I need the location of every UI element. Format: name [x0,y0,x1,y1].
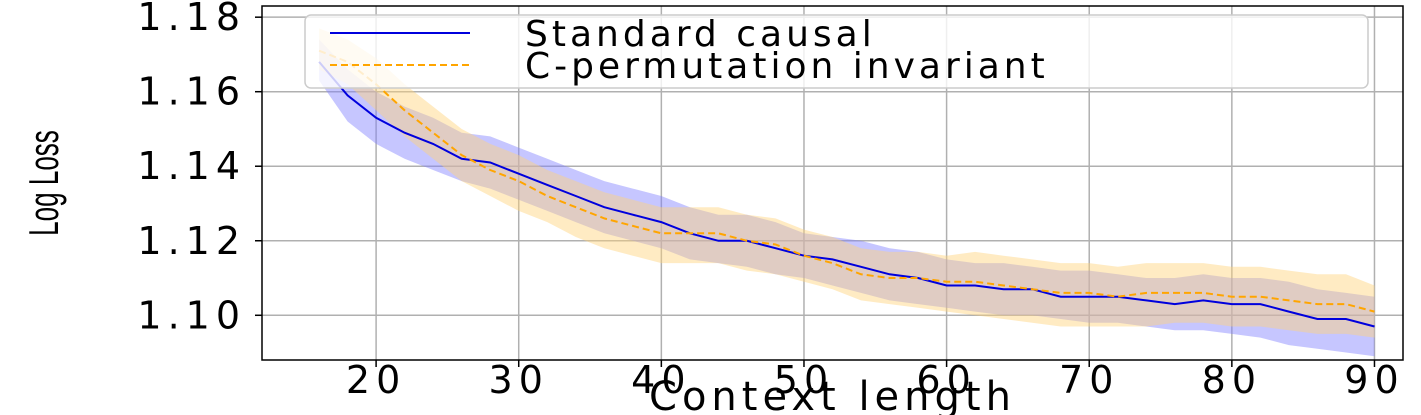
x-tick-label: 70 [1059,358,1119,402]
x-tick-label: 30 [489,358,549,402]
legend-label-1: C-permutation invariant [525,46,1049,87]
y-tick-label: 1.10 [137,293,246,337]
x-tick-label: 80 [1202,358,1262,402]
x-tick-label: 90 [1344,358,1404,402]
x-tick-label: 60 [916,358,976,402]
legend-label-0: Standard causal [525,14,876,55]
series-0-band [319,39,1375,357]
series-lines [318,49,1375,328]
y-axis-ticks: 1.10 1.12 1.14 1.16 1.18 [137,0,262,337]
y-tick-label: 1.12 [137,219,246,263]
x-axis-label: Context length [649,374,1016,415]
series-1-line [318,49,1375,313]
x-axis-ticks: 20 30 40 50 60 70 80 90 [346,358,1404,402]
x-tick-label: 50 [774,358,834,402]
x-tick-label: 20 [346,358,406,402]
legend-box [304,14,1369,89]
y-tick-label: 1.18 [137,0,246,39]
y-tick-label: 1.14 [137,144,246,188]
y-axis-label: Log Loss [21,130,68,236]
plot-frame [261,5,1404,361]
x-tick-label: 40 [631,358,691,402]
series-0-line [318,61,1375,328]
y-tick-label: 1.16 [137,70,246,114]
